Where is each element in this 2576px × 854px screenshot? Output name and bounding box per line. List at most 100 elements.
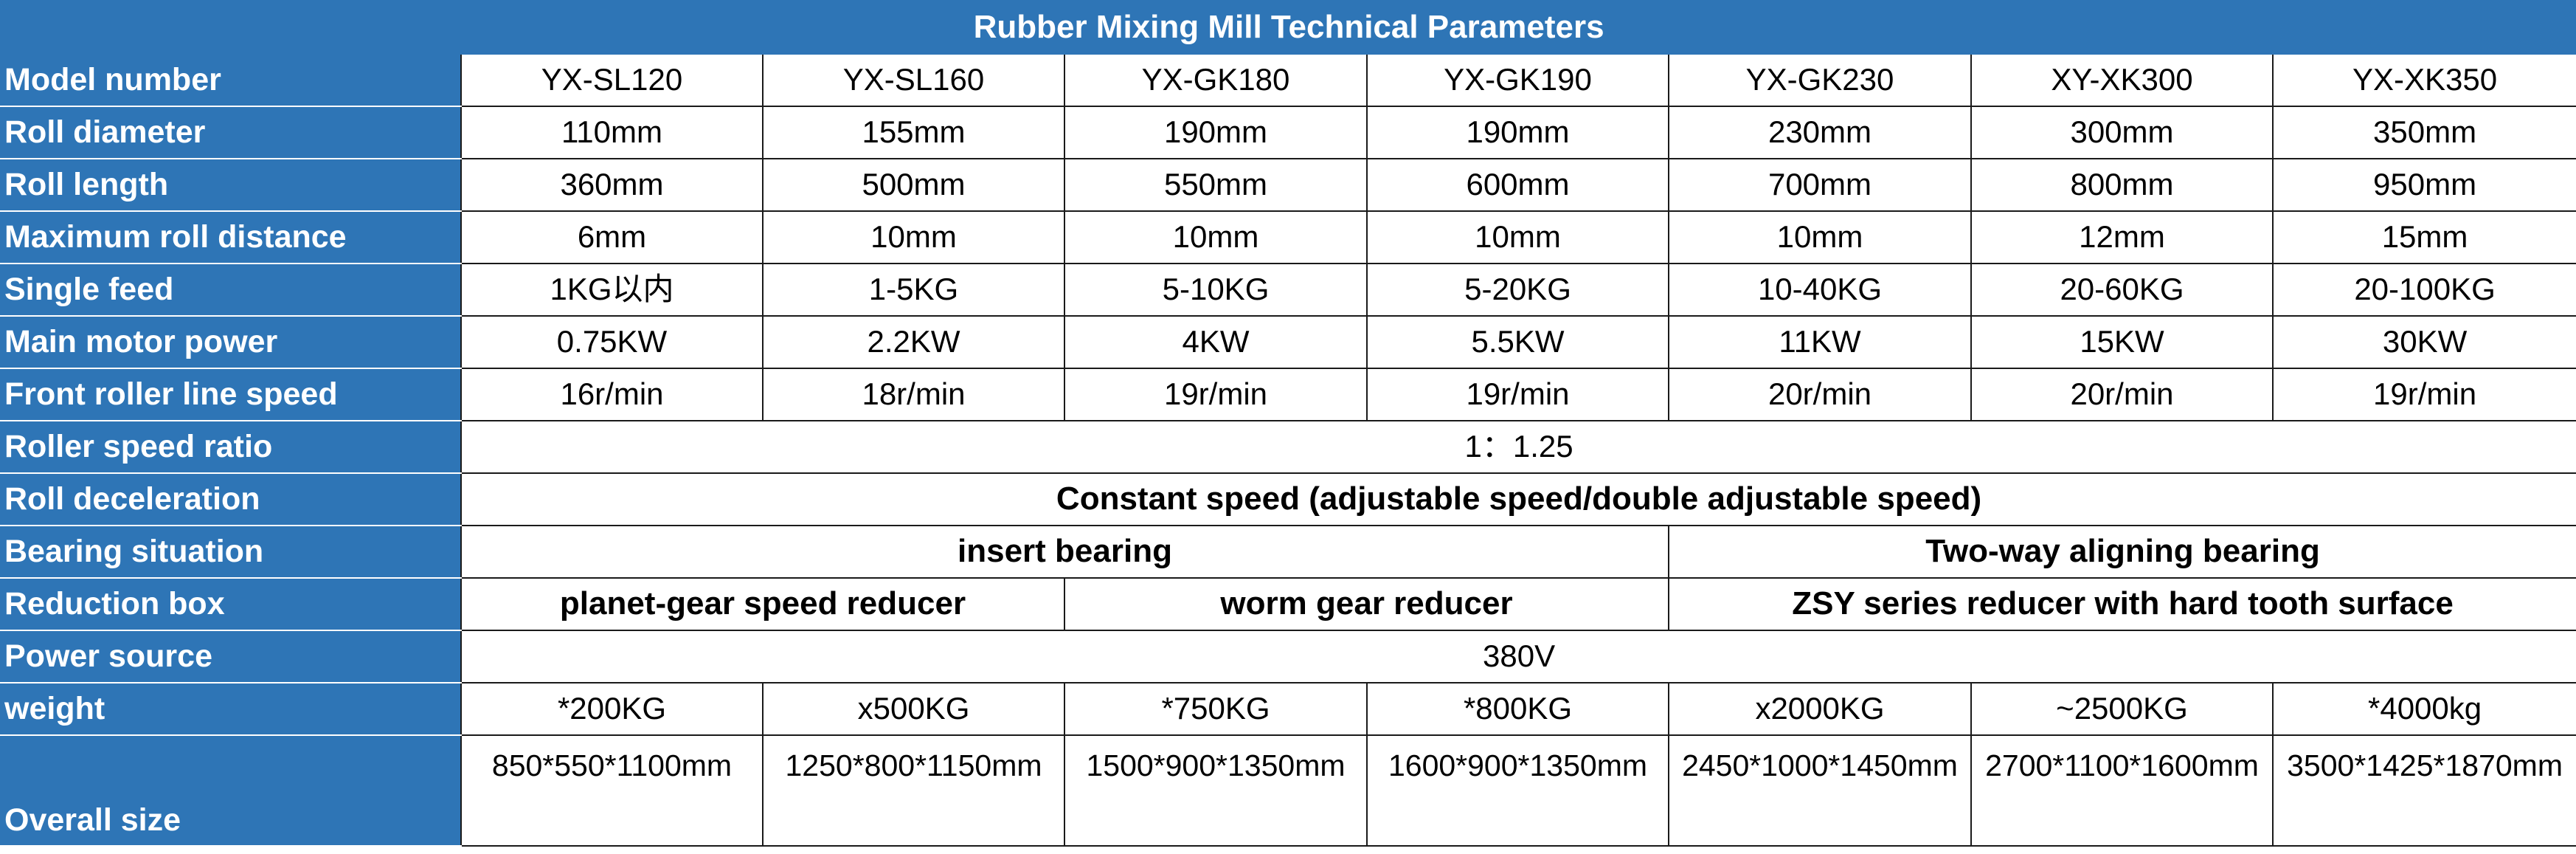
row-label: weight bbox=[0, 682, 462, 736]
row-label: Main motor power bbox=[0, 315, 462, 369]
table-cell: 1600*900*1350mm bbox=[1366, 734, 1669, 847]
table-cell-merged: planet-gear speed reducer bbox=[460, 577, 1065, 631]
table-cell: 500mm bbox=[762, 158, 1065, 212]
table-cell: 11KW bbox=[1668, 315, 1972, 369]
table-cell: 10mm bbox=[1064, 210, 1368, 264]
table-cell: YX-XK350 bbox=[2271, 53, 2576, 107]
table-cell: 4KW bbox=[1064, 315, 1368, 369]
title-row: Rubber Mixing Mill Technical Parameters bbox=[0, 0, 2576, 55]
table-cell: 10mm bbox=[1366, 210, 1669, 264]
table-cell: YX-SL160 bbox=[762, 53, 1065, 107]
table-cell: 19r/min bbox=[2271, 368, 2576, 421]
table-cell: XY-XK300 bbox=[1970, 53, 2274, 107]
table-row-front-roller-speed: Front roller line speed 16r/min 18r/min … bbox=[0, 368, 2576, 421]
row-label: Roller speed ratio bbox=[0, 420, 462, 474]
table-row-single-feed: Single feed 1KG以内 1-5KG 5-10KG 5-20KG 10… bbox=[0, 263, 2576, 317]
table-cell: 190mm bbox=[1064, 106, 1368, 159]
table-cell: 16r/min bbox=[460, 368, 764, 421]
table-cell: 15KW bbox=[1970, 315, 2274, 369]
table-cell: 2450*1000*1450mm bbox=[1668, 734, 1972, 847]
table-cell: 20r/min bbox=[1970, 368, 2274, 421]
table-cell-merged: worm gear reducer bbox=[1064, 577, 1669, 631]
table-cell: YX-SL120 bbox=[460, 53, 764, 107]
table-title: Rubber Mixing Mill Technical Parameters bbox=[0, 0, 2576, 55]
table-row-roller-speed-ratio: Roller speed ratio 1：1.25 bbox=[0, 420, 2576, 474]
table-row-main-motor-power: Main motor power 0.75KW 2.2KW 4KW 5.5KW … bbox=[0, 315, 2576, 369]
table-row-max-roll-distance: Maximum roll distance 6mm 10mm 10mm 10mm… bbox=[0, 210, 2576, 264]
table-cell: 12mm bbox=[1970, 210, 2274, 264]
table-cell: 230mm bbox=[1668, 106, 1972, 159]
row-label: Front roller line speed bbox=[0, 368, 462, 421]
table-cell: ~2500KG bbox=[1970, 682, 2274, 736]
table-cell: 360mm bbox=[460, 158, 764, 212]
table-cell: 10-40KG bbox=[1668, 263, 1972, 317]
table-row-model: Model number YX-SL120 YX-SL160 YX-GK180 … bbox=[0, 53, 2576, 107]
row-label: Power source bbox=[0, 630, 462, 683]
table-cell: 600mm bbox=[1366, 158, 1669, 212]
table-cell: 550mm bbox=[1064, 158, 1368, 212]
table-cell: 5-20KG bbox=[1366, 263, 1669, 317]
table-cell: 5.5KW bbox=[1366, 315, 1669, 369]
table-cell: 155mm bbox=[762, 106, 1065, 159]
table-cell-merged: 380V bbox=[460, 630, 2576, 683]
table-cell: *4000kg bbox=[2271, 682, 2576, 736]
table-row-reduction-box: Reduction box planet-gear speed reducer … bbox=[0, 577, 2576, 631]
table-cell-merged: insert bearing bbox=[460, 525, 1669, 579]
table-cell: 19r/min bbox=[1064, 368, 1368, 421]
table-row-roll-deceleration: Roll deceleration Constant speed (adjust… bbox=[0, 472, 2576, 526]
row-label: Overall size bbox=[0, 734, 462, 847]
table-cell: 10mm bbox=[1668, 210, 1972, 264]
table-cell: 2700*1100*1600mm bbox=[1970, 734, 2274, 847]
table-row-overall-size: Overall size 850*550*1100mm 1250*800*115… bbox=[0, 734, 2576, 847]
table-cell: 1KG以内 bbox=[460, 263, 764, 317]
table-cell: 1500*900*1350mm bbox=[1064, 734, 1368, 847]
table-row-power-source: Power source 380V bbox=[0, 630, 2576, 683]
row-label: Single feed bbox=[0, 263, 462, 317]
table-cell: 15mm bbox=[2271, 210, 2576, 264]
table-cell: 1-5KG bbox=[762, 263, 1065, 317]
table-cell: YX-GK230 bbox=[1668, 53, 1972, 107]
table-cell: 10mm bbox=[762, 210, 1065, 264]
table-cell-merged: Constant speed (adjustable speed/double … bbox=[460, 472, 2576, 526]
table-cell: 19r/min bbox=[1366, 368, 1669, 421]
row-label: Roll diameter bbox=[0, 106, 462, 159]
row-label: Maximum roll distance bbox=[0, 210, 462, 264]
row-label: Model number bbox=[0, 53, 462, 107]
table-cell: *800KG bbox=[1366, 682, 1669, 736]
row-label: Bearing situation bbox=[0, 525, 462, 579]
table-cell: 3500*1425*1870mm bbox=[2271, 734, 2576, 847]
table-cell: YX-GK190 bbox=[1366, 53, 1669, 107]
table-cell: 300mm bbox=[1970, 106, 2274, 159]
table-cell: x500KG bbox=[762, 682, 1065, 736]
table-cell: 1250*800*1150mm bbox=[762, 734, 1065, 847]
table-cell-merged: ZSY series reducer with hard tooth surfa… bbox=[1667, 577, 2576, 631]
table-cell: x2000KG bbox=[1668, 682, 1972, 736]
table-cell-merged: Two-way aligning bearing bbox=[1667, 525, 2576, 579]
table-cell: 2.2KW bbox=[762, 315, 1065, 369]
table-row-weight: weight *200KG x500KG *750KG *800KG x2000… bbox=[0, 682, 2576, 736]
table-row-roll-length: Roll length 360mm 500mm 550mm 600mm 700m… bbox=[0, 158, 2576, 212]
table-cell: 20-100KG bbox=[2271, 263, 2576, 317]
table-cell: 30KW bbox=[2271, 315, 2576, 369]
table-cell: 20r/min bbox=[1668, 368, 1972, 421]
table-cell: *750KG bbox=[1064, 682, 1368, 736]
table-cell: *200KG bbox=[460, 682, 764, 736]
table-cell: 0.75KW bbox=[460, 315, 764, 369]
table-cell: 5-10KG bbox=[1064, 263, 1368, 317]
table-cell: 350mm bbox=[2271, 106, 2576, 159]
table-cell: 800mm bbox=[1970, 158, 2274, 212]
table-cell: YX-GK180 bbox=[1064, 53, 1368, 107]
table-cell: 110mm bbox=[460, 106, 764, 159]
table-cell: 950mm bbox=[2271, 158, 2576, 212]
table-cell: 20-60KG bbox=[1970, 263, 2274, 317]
table-row-roll-diameter: Roll diameter 110mm 155mm 190mm 190mm 23… bbox=[0, 106, 2576, 159]
table-cell-merged: 1：1.25 bbox=[460, 420, 2576, 474]
row-label: Reduction box bbox=[0, 577, 462, 631]
table-cell: 6mm bbox=[460, 210, 764, 264]
table-cell: 700mm bbox=[1668, 158, 1972, 212]
row-label: Roll length bbox=[0, 158, 462, 212]
table-row-bearing-situation: Bearing situation insert bearing Two-way… bbox=[0, 525, 2576, 579]
table-cell: 850*550*1100mm bbox=[460, 734, 764, 847]
